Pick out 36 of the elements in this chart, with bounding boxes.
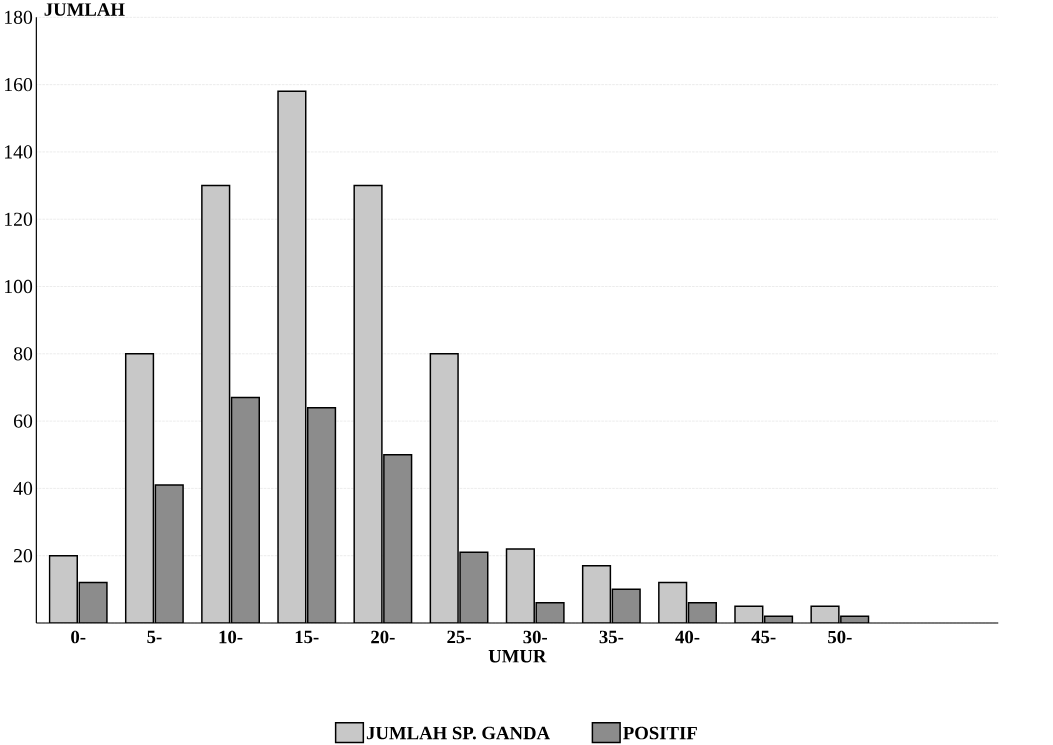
x-tick-label: 40-	[675, 630, 700, 644]
x-tick-label: 45-	[751, 630, 776, 644]
bar	[429, 352, 459, 623]
y-tick-label: 60	[14, 414, 33, 428]
legend-label: POSITIF	[623, 726, 697, 740]
y-tick-label: 160	[5, 77, 33, 92]
y-tick-label: 100	[5, 279, 33, 293]
x-tick-label: 30-	[523, 630, 548, 644]
y-tick-label: 40	[13, 481, 33, 495]
bar	[124, 352, 155, 623]
bar	[78, 581, 108, 623]
y-tick-label: 120	[5, 212, 33, 226]
y-tick-label: 20	[14, 548, 33, 563]
y-axis-title: JUMLAH	[44, 3, 125, 16]
x-tick-label: 20-	[371, 630, 395, 644]
x-tick-label: 50-	[828, 630, 852, 644]
x-axis-title: UMUR	[488, 649, 547, 663]
x-tick-label: 25-	[447, 630, 471, 644]
bar	[658, 581, 688, 623]
bar	[383, 453, 413, 623]
x-tick-label: 15-	[295, 630, 319, 644]
bar	[201, 184, 231, 623]
y-tick-label: 140	[5, 145, 33, 159]
bar	[277, 90, 307, 623]
y-tick-label: 180	[5, 10, 33, 24]
x-tick-label: 0-	[71, 630, 86, 644]
x-tick-label: 10-	[219, 630, 243, 644]
bar	[353, 184, 383, 623]
x-tick-label: 5-	[147, 630, 162, 643]
bar	[48, 554, 78, 623]
bar	[581, 564, 612, 623]
bar	[154, 484, 184, 623]
y-tick-label: 80	[13, 347, 33, 361]
bar	[505, 548, 535, 623]
legend-label: JUMLAH SP. GANDA	[366, 726, 550, 740]
x-tick-label: 35-	[599, 630, 624, 644]
